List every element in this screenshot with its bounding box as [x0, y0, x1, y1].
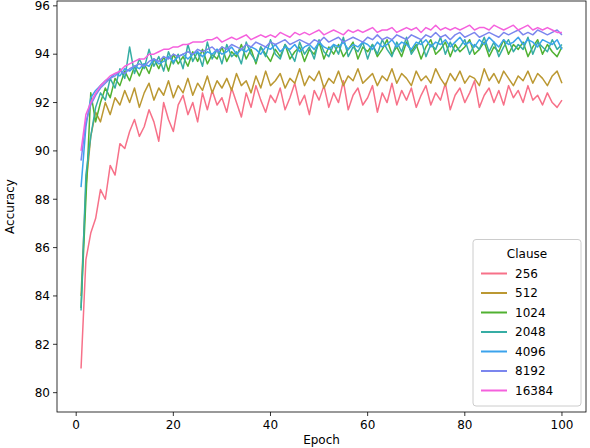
- x-tick-label: 100: [551, 418, 574, 432]
- y-tick: [53, 102, 57, 103]
- chart: 0 20 40 60 80 100 80 82 84 86 88 90 92 94 96 Epoch Accur…: [0, 0, 590, 448]
- legend: Clause 256 512 1024 2048 4096 8192 16384: [473, 240, 581, 407]
- y-tick: [53, 199, 57, 200]
- x-tick: [270, 412, 271, 416]
- x-tick-label: 40: [263, 418, 278, 432]
- legend-label: 8192: [515, 364, 546, 378]
- x-tick-label: 20: [166, 418, 181, 432]
- y-tick-label: 94: [35, 47, 50, 61]
- series-line: [81, 25, 562, 151]
- y-tick: [53, 344, 57, 345]
- legend-title: Clause: [507, 247, 547, 261]
- x-tick: [464, 412, 465, 416]
- legend-label: 512: [515, 286, 538, 300]
- x-tick: [76, 412, 77, 416]
- plot-frame: [57, 1, 586, 412]
- legend-label: 16384: [515, 384, 553, 398]
- legend-swatch: [481, 273, 507, 275]
- y-tick-label: 96: [35, 0, 50, 13]
- legend-swatch: [481, 390, 507, 392]
- series-line: [81, 30, 562, 161]
- y-axis-label: Accuracy: [3, 179, 17, 234]
- legend-swatch: [481, 370, 507, 372]
- legend-swatch: [481, 351, 507, 353]
- x-tick: [367, 412, 368, 416]
- legend-box: [473, 240, 581, 407]
- x-tick: [173, 412, 174, 416]
- y-tick: [53, 5, 57, 6]
- x-tick-label: 0: [72, 418, 80, 432]
- legend-label: 4096: [515, 345, 546, 359]
- y-tick-label: 80: [35, 386, 50, 400]
- legend-swatch: [481, 292, 507, 294]
- y-tick: [53, 295, 57, 296]
- y-tick: [53, 247, 57, 248]
- y-tick: [53, 392, 57, 393]
- x-tick: [561, 412, 562, 416]
- y-tick-label: 92: [35, 96, 50, 110]
- y-tick-label: 84: [35, 289, 50, 303]
- legend-label: 256: [515, 267, 538, 281]
- x-tick-label: 80: [457, 418, 472, 432]
- y-tick-label: 86: [35, 241, 50, 255]
- legend-swatch: [481, 312, 507, 314]
- y-tick: [53, 54, 57, 55]
- y-tick-label: 90: [35, 144, 50, 158]
- y-tick-label: 88: [35, 193, 50, 207]
- x-tick-label: 60: [360, 418, 375, 432]
- y-tick: [53, 150, 57, 151]
- legend-label: 2048: [515, 325, 546, 339]
- y-tick-label: 82: [35, 338, 50, 352]
- legend-label: 1024: [515, 306, 546, 320]
- legend-swatch: [481, 331, 507, 333]
- x-axis-label: Epoch: [303, 433, 340, 447]
